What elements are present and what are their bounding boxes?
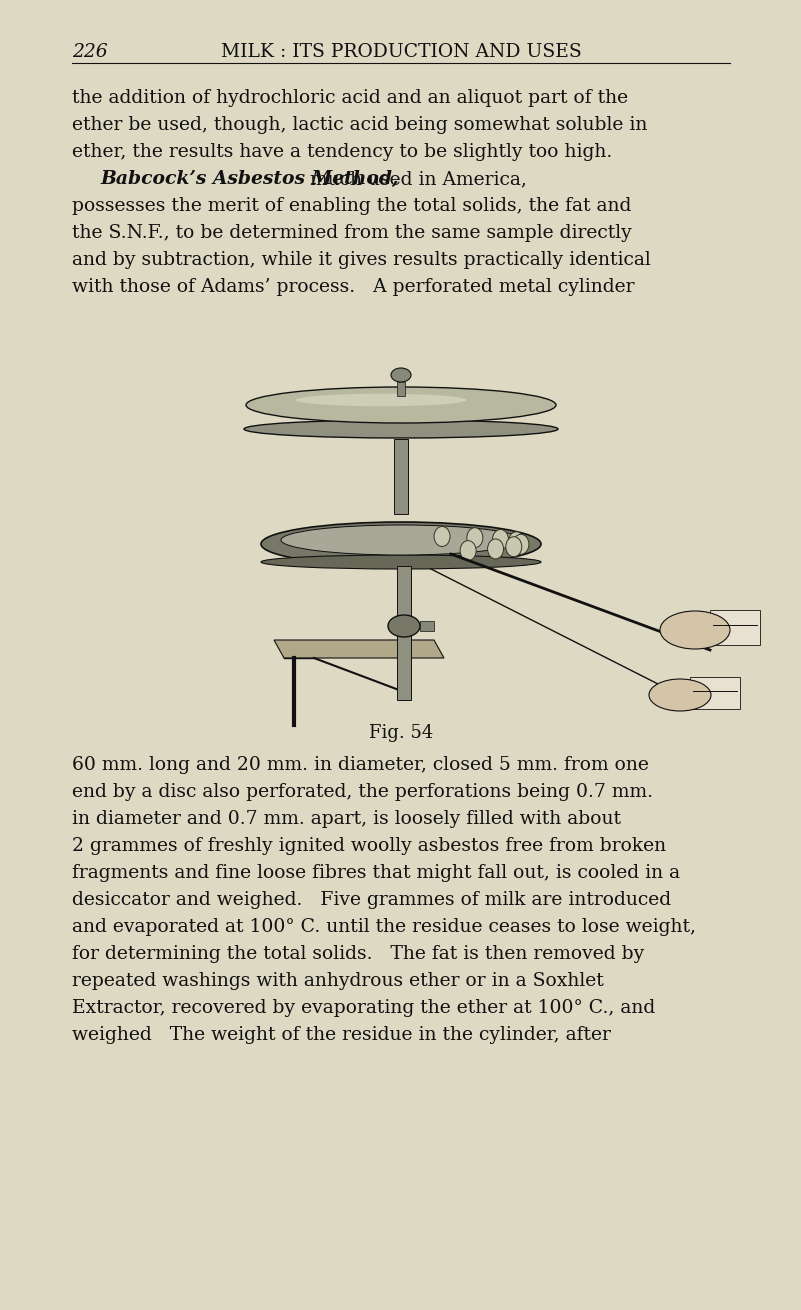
Ellipse shape	[649, 679, 711, 711]
Text: fragments and fine loose fibres that might fall out, is cooled in a: fragments and fine loose fibres that mig…	[72, 865, 680, 882]
Ellipse shape	[460, 541, 476, 561]
Ellipse shape	[493, 529, 509, 549]
Ellipse shape	[467, 528, 483, 548]
Bar	[710, 610, 760, 645]
Ellipse shape	[660, 610, 730, 648]
Text: weighed   The weight of the residue in the cylinder, after: weighed The weight of the residue in the…	[72, 1026, 611, 1044]
Text: desiccator and weighed.   Five grammes of milk are introduced: desiccator and weighed. Five grammes of …	[72, 891, 671, 909]
Text: Extractor, recovered by evaporating the ether at 100° C., and: Extractor, recovered by evaporating the …	[72, 1000, 655, 1017]
Ellipse shape	[488, 538, 504, 559]
Ellipse shape	[246, 386, 556, 423]
Ellipse shape	[244, 421, 558, 438]
Ellipse shape	[261, 521, 541, 566]
Ellipse shape	[434, 527, 450, 546]
Ellipse shape	[296, 394, 466, 406]
Ellipse shape	[281, 525, 521, 555]
Text: much used in America,: much used in America,	[304, 170, 526, 189]
Ellipse shape	[513, 534, 529, 554]
Text: Babcock’s Asbestos Method,: Babcock’s Asbestos Method,	[100, 170, 399, 189]
Ellipse shape	[388, 614, 420, 637]
Text: Fig. 54: Fig. 54	[369, 724, 433, 741]
Text: 60 mm. long and 20 mm. in diameter, closed 5 mm. from one: 60 mm. long and 20 mm. in diameter, clos…	[72, 756, 649, 774]
Text: 226: 226	[72, 43, 107, 62]
Bar	[397, 383, 405, 396]
Bar	[420, 621, 434, 631]
Ellipse shape	[505, 537, 521, 557]
Ellipse shape	[509, 532, 525, 552]
Text: in diameter and 0.7 mm. apart, is loosely filled with about: in diameter and 0.7 mm. apart, is loosel…	[72, 810, 621, 828]
Text: possesses the merit of enabling the total solids, the fat and: possesses the merit of enabling the tota…	[72, 196, 631, 215]
Polygon shape	[274, 641, 444, 658]
Bar	[690, 677, 740, 709]
Text: and by subtraction, while it gives results practically identical: and by subtraction, while it gives resul…	[72, 252, 650, 269]
Text: and evaporated at 100° C. until the residue ceases to lose weight,: and evaporated at 100° C. until the resi…	[72, 918, 696, 937]
Text: ether, the results have a tendency to be slightly too high.: ether, the results have a tendency to be…	[72, 143, 612, 161]
Bar	[397, 566, 411, 700]
Text: repeated washings with anhydrous ether or in a Soxhlet: repeated washings with anhydrous ether o…	[72, 972, 604, 990]
Text: MILK : ITS PRODUCTION AND USES: MILK : ITS PRODUCTION AND USES	[220, 43, 582, 62]
Text: end by a disc also perforated, the perforations being 0.7 mm.: end by a disc also perforated, the perfo…	[72, 783, 653, 800]
Bar	[394, 439, 408, 514]
Ellipse shape	[261, 555, 541, 569]
Ellipse shape	[391, 368, 411, 383]
Text: the addition of hydrochloric acid and an aliquot part of the: the addition of hydrochloric acid and an…	[72, 89, 628, 107]
Text: the S.N.F., to be determined from the same sample directly: the S.N.F., to be determined from the sa…	[72, 224, 632, 242]
Text: ether be used, though, lactic acid being somewhat soluble in: ether be used, though, lactic acid being…	[72, 117, 647, 134]
Text: 2 grammes of freshly ignited woolly asbestos free from broken: 2 grammes of freshly ignited woolly asbe…	[72, 837, 666, 855]
Text: with those of Adams’ process.   A perforated metal cylinder: with those of Adams’ process. A perforat…	[72, 278, 634, 296]
Text: for determining the total solids.   The fat is then removed by: for determining the total solids. The fa…	[72, 945, 644, 963]
